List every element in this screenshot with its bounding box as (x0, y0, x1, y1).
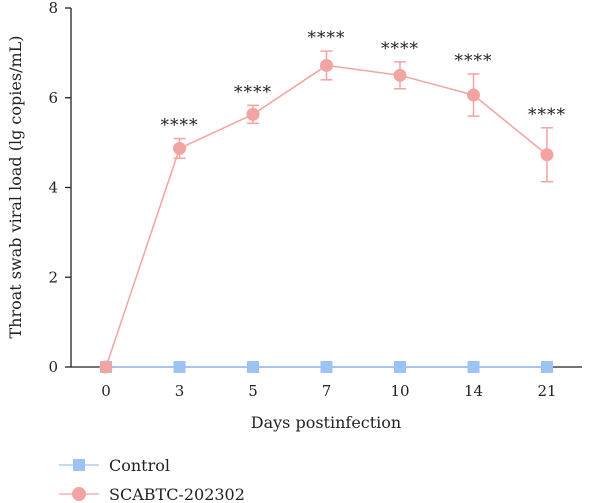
significance-annotations: **** **** **** **** **** **** (161, 28, 566, 136)
y-tick-label: 8 (48, 0, 58, 17)
series-control (100, 361, 553, 373)
x-tick-label: 14 (464, 382, 483, 400)
x-tick-label: 3 (175, 382, 185, 400)
data-point (394, 361, 406, 373)
series-scabtc (99, 50, 554, 374)
y-tick-label: 2 (48, 268, 58, 286)
data-point (467, 361, 480, 373)
y-tick-label: 4 (48, 179, 58, 197)
y-ticks: 0 2 4 6 8 (48, 0, 71, 376)
data-point (247, 361, 259, 373)
legend-item-scabtc: SCABTC-202302 (59, 485, 245, 503)
data-point (320, 58, 333, 72)
significance-label: **** (455, 51, 493, 71)
data-point (467, 88, 480, 102)
legend-item-control: Control (59, 456, 170, 475)
y-tick-label: 0 (48, 358, 58, 376)
x-tick-label: 0 (101, 382, 111, 400)
data-point (246, 107, 260, 121)
x-tick-label: 5 (248, 382, 258, 400)
legend-label-scabtc: SCABTC-202302 (109, 485, 245, 503)
legend-marker-scabtc (72, 487, 86, 501)
legend-marker-control (73, 459, 85, 471)
x-tick-label: 10 (390, 382, 409, 400)
significance-label: **** (528, 105, 566, 125)
significance-label: **** (161, 116, 199, 136)
x-axis-title: Days postinfection (251, 413, 401, 432)
significance-label: **** (308, 28, 346, 48)
data-point (393, 68, 407, 82)
data-point (173, 141, 186, 155)
x-tick-label: 7 (322, 382, 332, 400)
series-layer (99, 50, 554, 374)
x-tick-label: 21 (537, 382, 556, 400)
data-point (99, 360, 113, 374)
significance-label: **** (234, 82, 272, 102)
data-point (541, 361, 553, 373)
y-axis-title: Throat swab viral load (lg copies/mL) (6, 36, 25, 339)
series-line (105, 64, 548, 368)
legend-label-control: Control (109, 456, 170, 475)
legend: Control SCABTC-202302 (59, 456, 245, 503)
data-point (173, 361, 186, 373)
significance-label: **** (381, 39, 419, 59)
data-point (540, 148, 554, 162)
y-tick-label: 6 (48, 89, 58, 107)
data-point (320, 361, 333, 373)
